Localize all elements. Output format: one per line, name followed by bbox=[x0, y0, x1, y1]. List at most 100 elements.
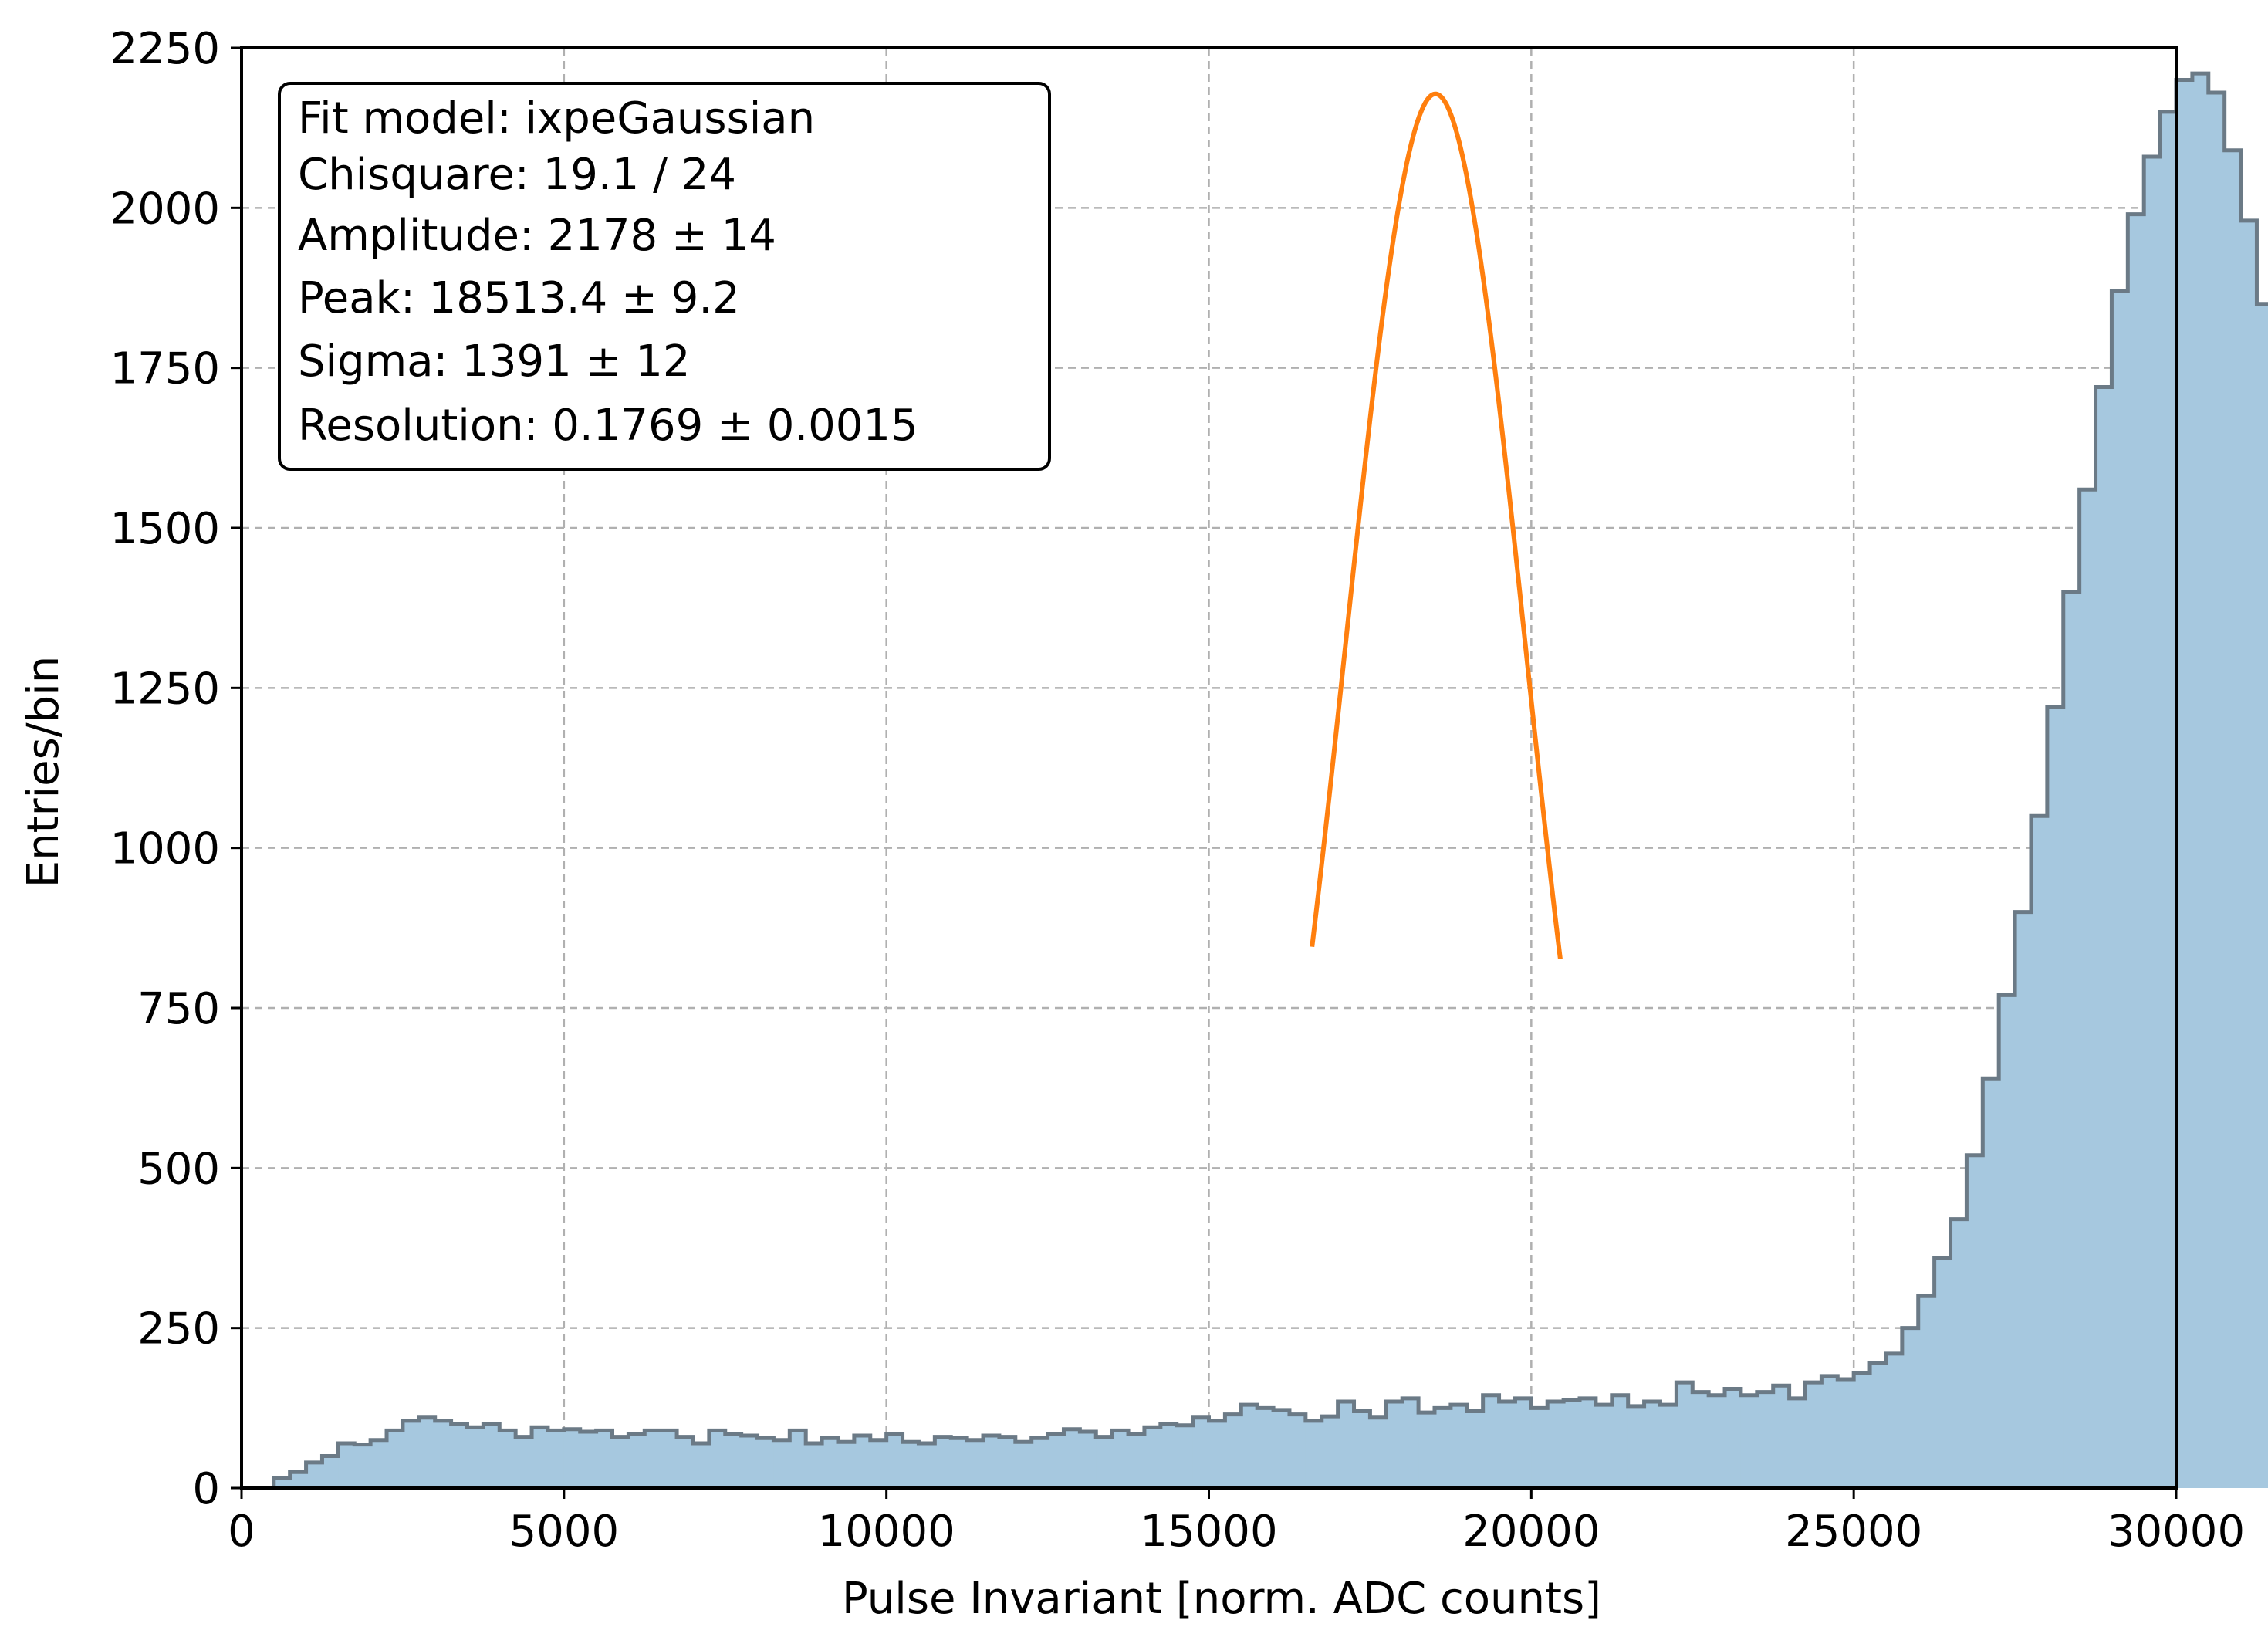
histogram-bar bbox=[1176, 1425, 1194, 1488]
histogram-bar bbox=[547, 1430, 565, 1488]
histogram-bar bbox=[2240, 220, 2258, 1488]
histogram-bar bbox=[306, 1462, 323, 1488]
histogram-bar bbox=[1547, 1402, 1564, 1488]
histogram-bar bbox=[1080, 1432, 1097, 1488]
histogram-bar bbox=[886, 1433, 904, 1488]
histogram-bar bbox=[1773, 1385, 1790, 1488]
histogram-bar bbox=[1805, 1382, 1822, 1488]
histogram-bar bbox=[532, 1427, 549, 1488]
histogram-bar bbox=[563, 1429, 581, 1488]
histogram-bar bbox=[1982, 1078, 1999, 1488]
histogram-bar bbox=[322, 1456, 339, 1488]
y-tick-label: 1250 bbox=[110, 664, 220, 714]
histogram-bar bbox=[628, 1433, 645, 1488]
histogram-bar bbox=[853, 1435, 871, 1488]
histogram-bar bbox=[918, 1443, 935, 1488]
histogram-bar bbox=[289, 1472, 307, 1488]
histogram-bar bbox=[2079, 489, 2097, 1488]
histogram-bar bbox=[2192, 73, 2209, 1488]
histogram-bar bbox=[1031, 1438, 1049, 1488]
histogram-bar bbox=[2176, 79, 2193, 1488]
chisquare-text: Chisquare: 19.1 / 24 bbox=[298, 150, 736, 200]
y-tick-label: 1750 bbox=[110, 344, 220, 394]
histogram-bar bbox=[757, 1438, 775, 1488]
y-tick-label: 1500 bbox=[110, 504, 220, 554]
histogram-bar bbox=[451, 1424, 468, 1488]
histogram-bar bbox=[402, 1420, 420, 1488]
y-tick-label: 2250 bbox=[110, 24, 220, 74]
histogram-bar bbox=[1257, 1408, 1274, 1488]
histogram-bar bbox=[1901, 1328, 1919, 1488]
histogram-bar bbox=[983, 1435, 1000, 1488]
x-tick-label: 10000 bbox=[818, 1507, 955, 1557]
sigma-text: Sigma: 1391 ± 12 bbox=[298, 337, 690, 387]
histogram-bar bbox=[1885, 1353, 1903, 1488]
histogram-bar bbox=[1354, 1411, 1371, 1488]
histogram-bar bbox=[1418, 1412, 1435, 1488]
histogram-bar bbox=[1128, 1433, 1145, 1488]
histogram-bar bbox=[338, 1443, 355, 1488]
fit-results-frame bbox=[278, 82, 1051, 471]
histogram-bar bbox=[1660, 1405, 1677, 1488]
histogram-bar bbox=[1160, 1424, 1178, 1488]
histogram-bar bbox=[1580, 1398, 1597, 1488]
y-axis-label: Entries/bin bbox=[19, 656, 69, 888]
histogram-bar bbox=[515, 1436, 532, 1488]
histogram-bar bbox=[870, 1439, 887, 1488]
histogram-bar bbox=[387, 1430, 404, 1488]
histogram-bar bbox=[2111, 291, 2128, 1488]
histogram-bar bbox=[967, 1439, 984, 1488]
histogram-bar bbox=[499, 1430, 516, 1488]
histogram-bar bbox=[1515, 1398, 1532, 1488]
histogram-bar bbox=[2015, 912, 2032, 1488]
histogram-bar bbox=[2047, 707, 2064, 1488]
histogram-bar bbox=[1305, 1420, 1323, 1488]
histogram-bar bbox=[902, 1442, 920, 1488]
histogram-bar bbox=[1740, 1395, 1758, 1488]
y-tick-label: 0 bbox=[192, 1464, 220, 1514]
histogram-bar bbox=[935, 1436, 951, 1488]
histogram-bar bbox=[1611, 1395, 1629, 1488]
histogram-bar bbox=[789, 1430, 806, 1488]
x-tick-label: 0 bbox=[228, 1507, 255, 1557]
x-tick-label: 20000 bbox=[1462, 1507, 1600, 1557]
histogram-bar bbox=[1531, 1408, 1548, 1488]
histogram-bar bbox=[434, 1420, 452, 1488]
histogram-bar bbox=[725, 1433, 742, 1488]
y-tick-label: 2000 bbox=[110, 184, 220, 234]
histogram-bar bbox=[837, 1442, 855, 1488]
histogram-bar bbox=[1999, 995, 2016, 1488]
histogram-bar bbox=[1918, 1296, 1935, 1488]
histogram-bar bbox=[1241, 1405, 1258, 1488]
gaussian-fit-curve bbox=[1310, 91, 1563, 960]
histogram-bar bbox=[1144, 1427, 1161, 1488]
histogram-bar bbox=[1821, 1375, 1838, 1488]
histogram-bar bbox=[1966, 1155, 1983, 1488]
histogram-bar bbox=[1789, 1398, 1807, 1488]
histogram-bar bbox=[354, 1444, 371, 1488]
histogram-bar bbox=[999, 1436, 1016, 1488]
histogram-bar bbox=[1950, 1219, 1968, 1488]
histogram-bar bbox=[580, 1432, 597, 1488]
x-axis-label: Pulse Invariant [norm. ADC counts] bbox=[842, 1574, 1601, 1624]
histogram-bar bbox=[596, 1430, 613, 1488]
histogram-bar bbox=[273, 1478, 291, 1488]
fit-results-box: Fit model: ixpeGaussian Chisquare: 19.1 … bbox=[278, 82, 1051, 471]
histogram-bar bbox=[370, 1439, 387, 1488]
histogram-bar bbox=[2030, 816, 2048, 1488]
histogram-bar bbox=[1709, 1395, 1726, 1488]
histogram-bar bbox=[2256, 303, 2268, 1488]
histogram-bars bbox=[273, 73, 2268, 1489]
histogram-bar bbox=[1563, 1399, 1580, 1488]
histogram-bar bbox=[1370, 1417, 1387, 1488]
histogram-bar bbox=[1595, 1405, 1613, 1488]
histogram-bar bbox=[1854, 1372, 1871, 1488]
histogram-bar bbox=[1015, 1442, 1033, 1488]
x-tick-label: 15000 bbox=[1140, 1507, 1277, 1557]
histogram-bar bbox=[1208, 1420, 1225, 1488]
histogram-bar bbox=[1063, 1429, 1080, 1488]
histogram-bar bbox=[951, 1438, 968, 1488]
histogram-bar bbox=[1450, 1405, 1468, 1488]
histogram-bar bbox=[1225, 1414, 1242, 1488]
x-tick-label: 30000 bbox=[2107, 1507, 2245, 1557]
